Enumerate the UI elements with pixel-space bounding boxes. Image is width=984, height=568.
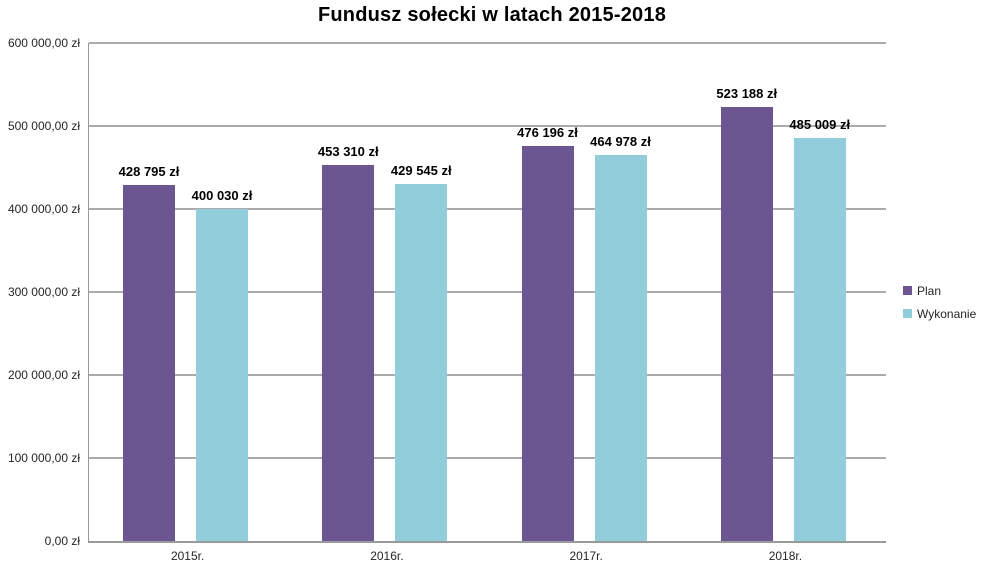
gridline — [89, 291, 886, 293]
x-axis-category-label: 2016r. — [370, 549, 404, 563]
x-axis-category-label: 2017r. — [569, 549, 603, 563]
bar-value-label: 485 009 zł — [789, 117, 851, 133]
bar-wykonanie-2017r — [594, 155, 647, 541]
gridline — [89, 208, 886, 210]
chart-title: Fundusz sołecki w latach 2015-2018 — [317, 4, 667, 26]
plot-area: 428 795 zł 400 030 zł 453 310 zł 429 545 zł… — [88, 42, 886, 543]
y-axis-tick-label: 0,00 zł — [44, 534, 80, 548]
gridline — [89, 42, 886, 44]
gridline — [89, 374, 886, 376]
y-axis-tick-label: 400 000,00 zł — [7, 202, 80, 216]
legend-item-plan: Plan — [903, 283, 976, 298]
bar-value-label: 400 030 zł — [191, 187, 253, 203]
y-axis-tick-label: 100 000,00 zł — [7, 451, 80, 465]
bar-plan-2017r — [521, 145, 574, 541]
bar-value-label: 429 545 zł — [390, 163, 452, 179]
bar-wykonanie-2018r — [793, 138, 846, 541]
bar-value-label: 523 188 zł — [716, 85, 778, 101]
bar-value-label: 476 196 zł — [517, 124, 578, 140]
x-axis-category-label: 2015r. — [170, 549, 205, 563]
legend-label-plan: Plan — [917, 283, 942, 298]
bar-plan-2018r — [720, 106, 773, 541]
bar-plan-2016r — [322, 164, 375, 541]
gridline — [89, 457, 886, 459]
bar-value-label: 453 310 zł — [317, 143, 379, 159]
y-axis-tick-label: 200 000,00 zł — [7, 368, 80, 382]
bar-plan-2015r — [123, 185, 175, 541]
bar-value-label: 428 795 zł — [118, 164, 180, 180]
y-axis-tick-label: 300 000,00 zł — [7, 285, 80, 299]
legend-item-wykonanie: Wykonanie — [903, 306, 976, 321]
x-axis-category-label: 2018r. — [768, 549, 803, 563]
bar-wykonanie-2015r — [196, 208, 248, 541]
y-axis-labels: 0,00 zł 100 000,00 zł 200 000,00 zł 300 000… — [0, 0, 80, 568]
y-axis-tick-label: 600 000,00 zł — [7, 36, 80, 50]
bar-value-label: 464 978 zł — [590, 134, 651, 150]
y-axis-tick-label: 500 000,00 zł — [7, 119, 80, 133]
gridline — [89, 125, 886, 127]
legend: Plan Wykonanie — [903, 283, 976, 321]
plan-swatch-icon — [903, 286, 912, 295]
legend-label-wykonanie: Wykonanie — [917, 306, 977, 321]
bar-wykonanie-2016r — [395, 184, 448, 541]
wykonanie-swatch-icon — [903, 309, 912, 318]
